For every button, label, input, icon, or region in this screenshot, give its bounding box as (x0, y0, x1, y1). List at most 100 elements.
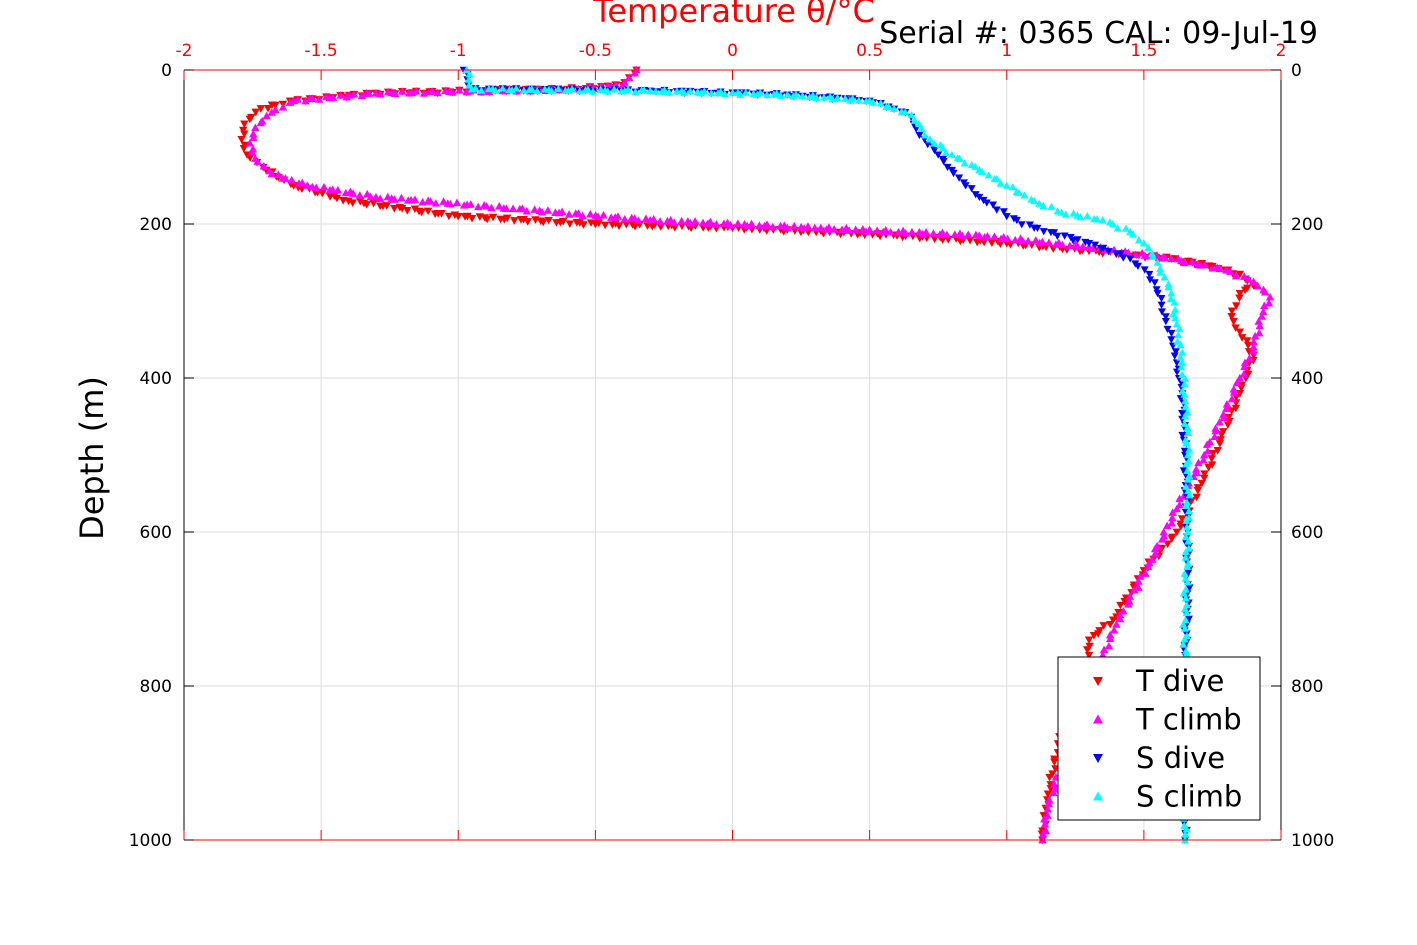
data-point (1235, 289, 1245, 298)
data-point (910, 116, 919, 124)
data-point (1160, 273, 1169, 281)
data-point (930, 146, 939, 155)
data-point (1156, 268, 1165, 276)
data-point (1183, 578, 1192, 586)
data-point (301, 96, 310, 105)
data-point (1235, 270, 1245, 279)
data-point (955, 154, 964, 162)
data-point (298, 178, 307, 187)
data-point (960, 159, 969, 167)
data-point (841, 94, 850, 102)
data-point (1084, 636, 1094, 644)
data-point (1249, 337, 1258, 346)
data-point (830, 225, 839, 233)
data-point (390, 205, 399, 213)
data-point (1153, 290, 1162, 298)
data-point (237, 135, 246, 144)
data-point (1124, 600, 1133, 608)
data-point (410, 205, 420, 214)
data-point (256, 118, 265, 127)
data-point (1207, 455, 1216, 463)
data-point (425, 87, 434, 95)
data-point (1240, 286, 1250, 295)
y-tick-label-right: 800 (1291, 677, 1323, 697)
data-point (1200, 470, 1209, 478)
data-point (930, 139, 939, 147)
data-point (833, 93, 842, 102)
data-point (1211, 426, 1220, 435)
data-point (1126, 255, 1135, 263)
data-point (1152, 286, 1161, 294)
data-point (736, 90, 745, 98)
data-point (1043, 805, 1053, 813)
data-point (565, 220, 575, 228)
data-point (999, 208, 1008, 216)
data-point (1148, 252, 1157, 260)
data-point (1181, 553, 1190, 561)
data-point (285, 98, 295, 106)
data-point (477, 86, 486, 94)
data-point (1069, 209, 1078, 217)
data-point (1222, 399, 1232, 408)
data-point (1180, 258, 1189, 267)
data-point (917, 124, 926, 132)
data-point (1200, 450, 1209, 459)
data-point (488, 213, 498, 222)
data-point (901, 108, 910, 116)
data-point (914, 119, 923, 128)
data-point (728, 88, 737, 96)
data-point (934, 151, 943, 159)
data-point (810, 223, 819, 232)
data-point (1043, 811, 1052, 819)
data-point (508, 86, 517, 94)
data-point (848, 94, 857, 102)
x-tick-label: 1 (1001, 41, 1012, 61)
data-point (599, 210, 608, 219)
data-point (533, 87, 542, 95)
data-point (1204, 464, 1213, 472)
data-point (1180, 569, 1189, 577)
data-markers (237, 65, 1275, 845)
data-point (1178, 431, 1187, 440)
data-point (1216, 436, 1225, 444)
data-point (383, 87, 393, 96)
data-point (1178, 409, 1187, 418)
data-point (869, 98, 878, 106)
data-point (1240, 362, 1249, 371)
data-point (543, 206, 553, 214)
data-point (594, 219, 603, 228)
data-point (982, 199, 991, 207)
data-point (575, 87, 584, 95)
data-point (297, 185, 307, 193)
data-point (978, 167, 987, 176)
data-point (1134, 583, 1143, 591)
x-tick-label: -2 (176, 41, 193, 61)
data-point (1183, 423, 1192, 431)
data-point (716, 87, 725, 95)
data-point (1114, 609, 1123, 617)
y-tick-label-right: 0 (1291, 61, 1302, 81)
data-point (1171, 348, 1180, 356)
data-point (1229, 317, 1238, 326)
y-tick-label-left: 600 (140, 523, 172, 543)
data-point (289, 182, 298, 190)
data-point (1193, 487, 1203, 495)
y-tick-label-left: 800 (140, 677, 172, 697)
y-tick-label-left: 400 (140, 369, 172, 389)
legend-marker (1093, 791, 1103, 801)
data-point (983, 232, 992, 240)
data-point (1173, 337, 1182, 345)
data-point (1051, 765, 1060, 773)
data-point (240, 120, 249, 129)
data-point (1244, 359, 1254, 368)
data-point (1259, 307, 1268, 316)
data-point (249, 129, 258, 138)
data-point (1182, 498, 1191, 506)
data-point (947, 150, 956, 158)
data-point (462, 87, 471, 96)
x-tick-label: -1 (450, 41, 467, 61)
data-point (575, 219, 584, 227)
data-point (660, 86, 669, 94)
data-point (1235, 328, 1245, 336)
